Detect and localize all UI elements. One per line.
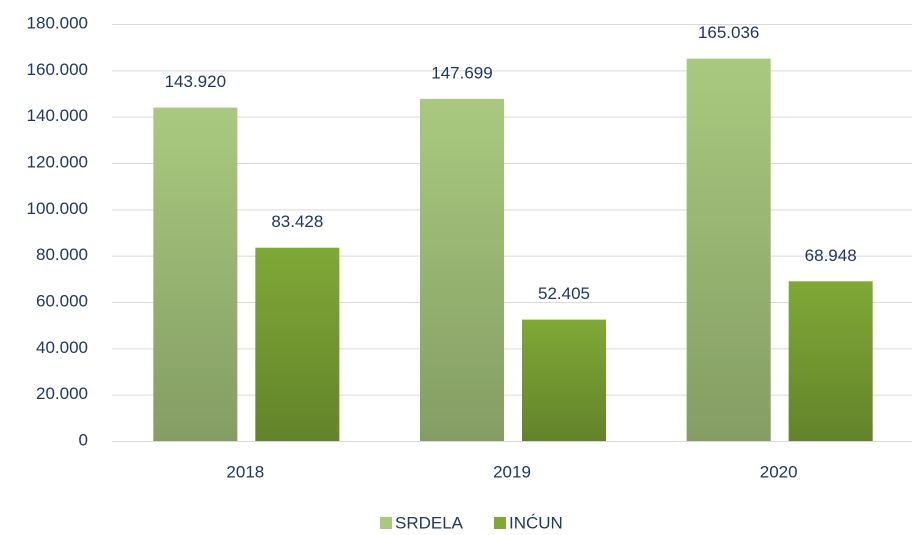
y-tick-label: 40.000 [36,338,88,357]
data-label: 143.920 [165,72,226,91]
legend-label: SRDELA [395,513,464,532]
bar [686,58,771,442]
x-tick-label: 2019 [493,462,531,481]
bar [153,107,238,442]
bar [255,247,340,441]
y-tick-label: 80.000 [36,245,88,264]
legend-swatch [494,517,506,529]
y-tick-label: 180.000 [27,13,88,32]
data-label: 147.699 [431,63,492,82]
y-tick-label: 60.000 [36,291,88,310]
x-tick-label: 2018 [226,462,264,481]
y-tick-label: 0 [79,430,88,449]
data-label: 68.948 [805,246,857,265]
legend-label: INĆUN [509,513,563,532]
bar [420,98,504,441]
bar [788,281,873,441]
data-label: 52.405 [538,284,590,303]
y-tick-label: 160.000 [27,60,88,79]
bar [522,319,606,441]
y-tick-label: 140.000 [27,106,88,125]
data-label: 83.428 [271,212,323,231]
data-label: 165.036 [698,23,759,42]
y-tick-label: 20.000 [36,384,88,403]
legend-swatch [380,517,392,529]
x-tick-label: 2020 [760,462,798,481]
y-tick-label: 100.000 [27,199,88,218]
y-tick-label: 120.000 [27,152,88,171]
